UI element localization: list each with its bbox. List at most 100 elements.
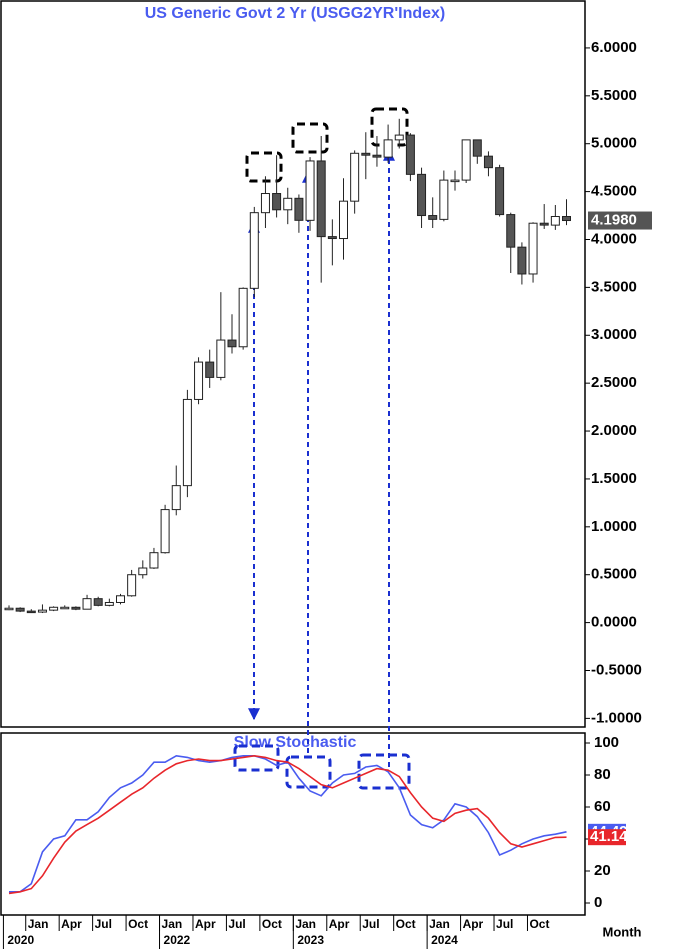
x-tick-label: Apr	[195, 917, 216, 931]
candle-body	[361, 152, 371, 156]
y-tick-label: 6.0000	[591, 39, 637, 56]
candle-body	[37, 609, 47, 613]
last-value-tag	[588, 829, 626, 846]
candle-body	[160, 509, 170, 554]
candle-body	[49, 606, 59, 611]
x-tick-label: Apr	[61, 917, 82, 931]
x-tick-label: Jan	[28, 917, 49, 931]
candle-body	[60, 606, 70, 610]
candle-body	[238, 287, 248, 348]
x-tick-label: Apr	[329, 917, 350, 931]
candle-body	[305, 160, 315, 221]
x-tick-label: Jul	[95, 917, 112, 931]
candle-body	[472, 139, 482, 157]
year-label: 2023	[297, 933, 324, 947]
price-panel	[0, 0, 586, 728]
y-tick-label: 80	[594, 766, 611, 783]
y-tick-label: 1.0000	[591, 518, 637, 535]
y-tick-label: 0	[594, 894, 602, 911]
x-tick-label: Jul	[228, 917, 245, 931]
y-tick-label: -0.5000	[591, 661, 642, 678]
candle-body	[339, 200, 348, 240]
candle-body	[260, 193, 270, 214]
candle-body	[428, 215, 438, 220]
candle-body	[350, 152, 360, 202]
highlight-box	[233, 744, 280, 772]
y-tick-label: 2.0000	[591, 422, 637, 439]
x-tick-label: Jan	[295, 917, 316, 931]
y-tick-label: 4.5000	[591, 183, 637, 200]
y-tick-label: 3.0000	[591, 326, 637, 343]
x-tick-label: Oct	[128, 917, 148, 931]
candle-body	[104, 601, 114, 606]
candle-body	[171, 485, 181, 511]
candle-body	[550, 216, 560, 226]
y-tick-label: 4.0000	[591, 230, 637, 247]
candle-body	[405, 134, 415, 175]
y-tick-label: 20	[594, 862, 611, 879]
x-tick-label: Oct	[396, 917, 416, 931]
y-tick-label: 5.5000	[591, 87, 637, 104]
year-label: 2024	[431, 933, 458, 947]
candle-body	[539, 222, 549, 226]
y-tick-label: 60	[594, 798, 611, 815]
x-tick-label: Jul	[496, 917, 513, 931]
candle-body	[327, 236, 337, 240]
y-tick-label: -1.0000	[591, 709, 642, 726]
annotations	[233, 107, 411, 790]
y-tick-label: 1.5000	[591, 470, 637, 487]
candle-body	[82, 598, 92, 610]
candle-body	[517, 246, 527, 275]
x-tick-label: Apr	[463, 917, 484, 931]
candle-body	[372, 154, 382, 158]
candle-body	[149, 552, 159, 569]
candle-body	[4, 607, 14, 611]
candle-body	[383, 139, 393, 158]
candle-body	[26, 610, 36, 614]
y-tick-label: 3.5000	[591, 278, 637, 295]
last-price-tag	[588, 211, 652, 230]
y-tick-label: 5.0000	[591, 135, 637, 152]
candle-body	[528, 222, 538, 275]
x-tick-label: Jan	[429, 917, 450, 931]
y-tick-label: 2.5000	[591, 374, 637, 391]
y-tick-label: 0.0000	[591, 614, 637, 631]
candle-body	[394, 134, 404, 141]
x-axis-label: Month	[603, 924, 642, 939]
x-tick-label: Jul	[362, 917, 379, 931]
year-label: 2022	[164, 933, 191, 947]
panel-title: Slow Stochastic	[234, 734, 357, 751]
highlight-box	[291, 122, 329, 154]
candle-body	[506, 214, 516, 248]
candle-body	[272, 193, 282, 211]
candle-body	[138, 567, 148, 576]
candle-body	[194, 361, 204, 400]
highlight-box	[285, 755, 332, 789]
last-value-label: 41.14	[590, 828, 628, 845]
candle-body	[205, 361, 215, 378]
x-tick-label: Oct	[262, 917, 282, 931]
candle-body	[283, 197, 293, 211]
x-tick-label: Oct	[529, 917, 549, 931]
highlight-box	[245, 151, 283, 183]
year-label: 2020	[7, 933, 34, 947]
y-tick-label: 0.5000	[591, 566, 637, 583]
candle-body	[249, 212, 259, 289]
candle-body	[182, 398, 192, 487]
candle-body	[127, 574, 137, 597]
candle-body	[316, 160, 326, 238]
stochastic-line	[8, 754, 567, 895]
y-tick-label: 100	[594, 734, 619, 751]
candle-body	[116, 595, 125, 603]
candle-body	[483, 155, 493, 169]
candle-body	[71, 606, 81, 610]
candle-body	[15, 607, 25, 612]
candle-body	[227, 339, 237, 348]
highlight-box	[357, 753, 411, 790]
candle-body	[93, 598, 103, 606]
candle-body	[562, 216, 571, 222]
candle-body	[439, 179, 449, 220]
x-tick-label: Jan	[162, 917, 183, 931]
